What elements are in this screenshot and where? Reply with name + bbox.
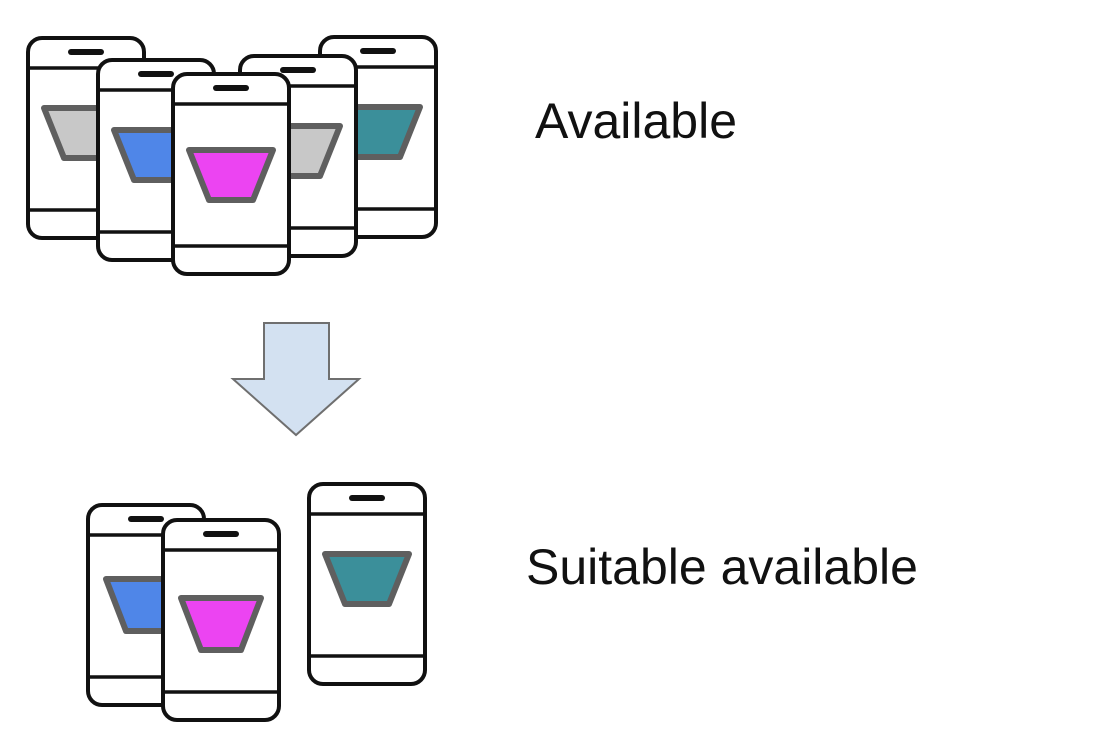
funnel-icon [178,595,264,653]
label-suitable-available: Suitable available [526,539,918,595]
phone-magenta-front [161,518,281,722]
down-arrow-icon [230,322,362,437]
available-device-group [26,35,438,276]
phone-magenta-front [171,72,291,276]
funnel-icon [322,551,412,607]
phone-teal [307,482,427,686]
funnel-icon [186,147,276,203]
suitable-available-device-group [86,482,427,722]
label-available: Available [535,93,738,149]
